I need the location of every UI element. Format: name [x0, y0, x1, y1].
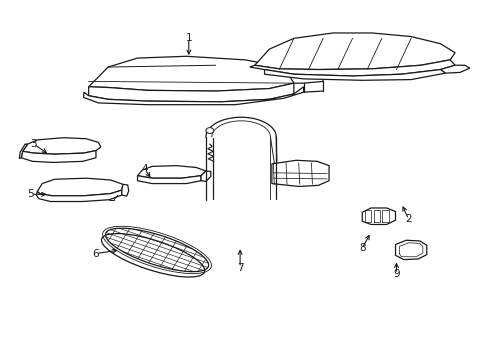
Ellipse shape: [105, 228, 209, 272]
Polygon shape: [362, 208, 395, 225]
Polygon shape: [89, 83, 294, 102]
Text: 2: 2: [405, 215, 412, 224]
Polygon shape: [441, 65, 470, 73]
Polygon shape: [36, 190, 122, 202]
Polygon shape: [201, 171, 211, 181]
Polygon shape: [122, 184, 129, 196]
Text: 3: 3: [30, 139, 37, 149]
Text: 1: 1: [186, 33, 192, 43]
Polygon shape: [21, 150, 96, 162]
Text: 5: 5: [27, 189, 34, 199]
Polygon shape: [23, 138, 101, 154]
Polygon shape: [395, 240, 427, 260]
Polygon shape: [284, 67, 323, 83]
Polygon shape: [84, 87, 304, 105]
Polygon shape: [272, 160, 329, 186]
Polygon shape: [89, 56, 304, 91]
Text: 8: 8: [359, 243, 366, 253]
Text: 7: 7: [237, 263, 244, 273]
Polygon shape: [138, 176, 201, 184]
Text: 9: 9: [393, 269, 400, 279]
Circle shape: [206, 128, 214, 134]
Text: 6: 6: [93, 248, 99, 258]
Polygon shape: [265, 69, 445, 80]
Polygon shape: [250, 60, 455, 76]
Polygon shape: [255, 33, 455, 69]
Polygon shape: [37, 178, 123, 196]
Polygon shape: [138, 166, 206, 178]
Text: 4: 4: [142, 164, 148, 174]
Polygon shape: [19, 144, 27, 158]
